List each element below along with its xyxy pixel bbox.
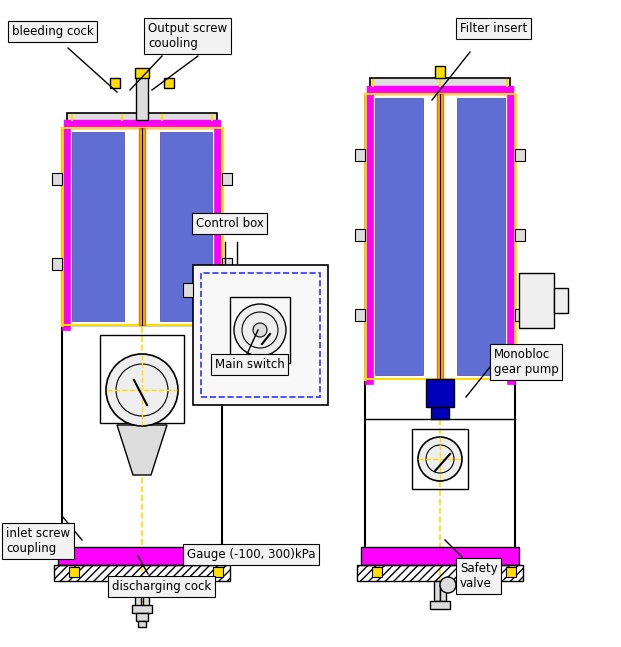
Bar (58, 547, 226, 565)
Bar (437, 94, 443, 379)
Text: Main switch: Main switch (215, 358, 285, 371)
Bar (430, 601, 450, 609)
Bar (361, 547, 519, 565)
Bar (213, 567, 223, 577)
Bar (138, 621, 146, 627)
Bar (426, 379, 454, 407)
Text: bleeding cock: bleeding cock (12, 25, 94, 38)
Text: Output screw
couoling: Output screw couoling (148, 22, 227, 50)
Bar (412, 429, 468, 489)
Bar (515, 229, 525, 241)
Bar (222, 258, 232, 270)
Bar (515, 309, 525, 321)
Circle shape (106, 354, 178, 426)
Text: Control box: Control box (196, 217, 264, 230)
Bar (355, 149, 365, 161)
Bar (135, 68, 149, 78)
Bar (222, 173, 232, 185)
Bar (375, 98, 423, 375)
Bar (370, 78, 510, 88)
Bar (136, 75, 148, 120)
Text: inlet screw
coupling: inlet screw coupling (6, 527, 70, 555)
Bar (506, 567, 516, 577)
Polygon shape (117, 425, 167, 475)
Bar (100, 335, 184, 423)
Bar (136, 613, 148, 621)
Bar (372, 567, 382, 577)
Bar (183, 283, 193, 297)
Bar (69, 567, 79, 577)
Text: Safety
valve: Safety valve (460, 562, 498, 590)
Bar (54, 565, 230, 581)
Bar (160, 132, 212, 321)
Bar (365, 94, 373, 384)
Bar (457, 98, 505, 375)
Text: Gauge (-100, 300)kPa: Gauge (-100, 300)kPa (187, 548, 315, 561)
Bar (62, 128, 70, 330)
Bar (440, 581, 446, 601)
Bar (139, 128, 145, 325)
Text: Monobloc
gear pump: Monobloc gear pump (494, 348, 559, 376)
Bar (132, 605, 152, 613)
Bar (554, 288, 568, 313)
Circle shape (418, 437, 462, 481)
Bar (519, 273, 554, 328)
Bar (507, 94, 515, 384)
Bar (355, 229, 365, 241)
Bar (214, 128, 222, 330)
Bar (135, 581, 141, 606)
Bar (355, 309, 365, 321)
Bar (67, 113, 217, 123)
Bar (431, 407, 449, 419)
Bar (230, 297, 290, 363)
Bar (52, 173, 62, 185)
Bar (357, 565, 523, 581)
Circle shape (234, 304, 286, 356)
Bar (72, 132, 124, 321)
Bar (435, 66, 445, 78)
Bar (110, 78, 120, 88)
Bar (201, 273, 320, 397)
Text: discharging cock: discharging cock (112, 580, 211, 593)
Text: Filter insert: Filter insert (460, 22, 527, 35)
Bar (434, 581, 440, 601)
Bar (193, 265, 328, 405)
Bar (64, 120, 220, 128)
Bar (515, 149, 525, 161)
Bar (52, 258, 62, 270)
Bar (143, 581, 149, 606)
Bar (164, 78, 174, 88)
Bar (367, 86, 513, 94)
Circle shape (253, 323, 267, 337)
Circle shape (440, 577, 456, 593)
